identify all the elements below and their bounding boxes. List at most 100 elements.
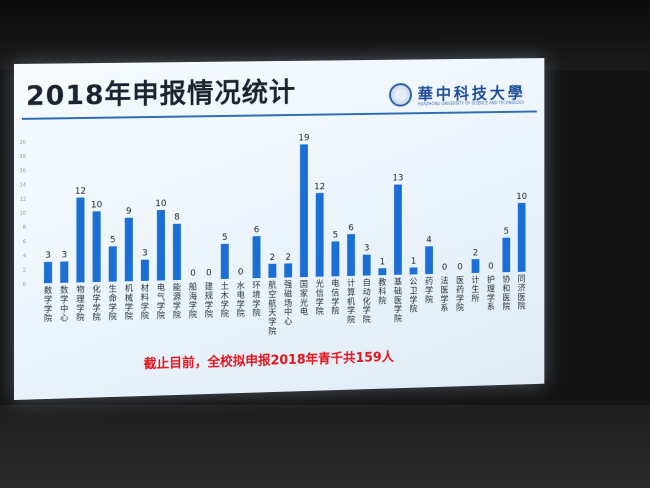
y-tick-label: 20 bbox=[20, 140, 26, 146]
data-label: 19 bbox=[298, 134, 309, 144]
x-tick-label: 同济医院 bbox=[518, 274, 526, 311]
x-tick-label: 水电学院 bbox=[237, 280, 246, 318]
bar bbox=[331, 241, 340, 277]
data-label: 5 bbox=[504, 227, 509, 237]
x-tick-label: 国家光电 bbox=[300, 279, 309, 317]
x-tick-label: 强磁场中心 bbox=[284, 279, 293, 326]
bar bbox=[471, 259, 480, 274]
x-tick-label: 化学学院 bbox=[92, 284, 101, 322]
x-tick-label: 协和医院 bbox=[502, 274, 510, 311]
x-tick-label: 药学院 bbox=[425, 276, 434, 304]
data-label: 10 bbox=[516, 192, 527, 202]
x-tick-label: 船海学院 bbox=[189, 282, 198, 320]
x-tick-label: 公卫学院 bbox=[410, 276, 419, 314]
bar bbox=[60, 262, 69, 284]
x-tick-label: 教科院 bbox=[378, 277, 387, 305]
data-label: 0 bbox=[457, 263, 463, 273]
y-tick-label: 14 bbox=[20, 182, 26, 188]
x-tick-label: 计生所 bbox=[472, 275, 481, 303]
x-tick-label: 环境学院 bbox=[252, 280, 261, 318]
bar bbox=[284, 263, 293, 278]
x-tick-label: 医药学院 bbox=[456, 275, 465, 312]
data-label: 8 bbox=[174, 213, 180, 223]
slide-title: 2018年申报情况统计 bbox=[25, 77, 297, 112]
data-label: 12 bbox=[75, 186, 86, 196]
data-label: 3 bbox=[364, 244, 369, 254]
data-label: 3 bbox=[45, 251, 51, 261]
data-label: 9 bbox=[126, 207, 132, 217]
data-label: 0 bbox=[206, 268, 212, 278]
bar bbox=[108, 246, 117, 282]
x-tick-label: 能源学院 bbox=[173, 282, 182, 320]
university-logo: 華中科技大學 HUAZHONG UNIVERSITY OF SCIENCE AN… bbox=[389, 80, 533, 111]
x-tick-label: 计算机学院 bbox=[347, 278, 356, 325]
x-tick-label: 法医学系 bbox=[441, 276, 449, 313]
x-tick-label: 电信学院 bbox=[331, 278, 340, 316]
data-label: 2 bbox=[270, 253, 276, 263]
x-tick-label: 数学中心 bbox=[60, 285, 69, 323]
bar bbox=[268, 263, 277, 278]
bar bbox=[220, 243, 229, 280]
data-label: 2 bbox=[285, 253, 291, 263]
bar bbox=[517, 202, 526, 272]
data-label: 5 bbox=[222, 233, 228, 243]
data-label: 1 bbox=[380, 257, 385, 267]
x-tick-label: 光信学院 bbox=[316, 279, 325, 317]
data-label: 5 bbox=[110, 235, 116, 245]
data-label: 0 bbox=[190, 269, 196, 279]
data-label: 13 bbox=[392, 174, 403, 184]
bar bbox=[140, 259, 149, 281]
bar bbox=[252, 236, 261, 279]
bar bbox=[362, 254, 371, 276]
bar bbox=[172, 223, 181, 281]
bar bbox=[92, 211, 101, 283]
x-tick-label: 生命学院 bbox=[109, 283, 118, 321]
bar bbox=[409, 267, 418, 275]
x-tick-label: 航空航天学院 bbox=[268, 280, 277, 336]
university-english-name: HUAZHONG UNIVERSITY OF SCIENCE AND TECHN… bbox=[417, 100, 525, 107]
bar bbox=[394, 184, 402, 275]
data-label: 0 bbox=[488, 262, 494, 272]
bar bbox=[347, 234, 355, 277]
x-tick-label: 电气学院 bbox=[157, 282, 166, 320]
x-tick-label: 基础医学院 bbox=[394, 277, 403, 324]
data-label: 10 bbox=[155, 199, 167, 209]
room-floor bbox=[0, 405, 650, 488]
y-tick-label: 10 bbox=[20, 211, 26, 217]
data-label: 12 bbox=[314, 182, 325, 192]
y-tick-label: 2 bbox=[23, 268, 26, 274]
data-label: 2 bbox=[473, 248, 478, 258]
x-tick-label: 建规学院 bbox=[205, 281, 214, 319]
bar bbox=[299, 144, 308, 278]
y-tick-label: 8 bbox=[23, 225, 26, 231]
y-tick-label: 6 bbox=[23, 239, 26, 245]
bar bbox=[425, 246, 433, 275]
bar-chart: 024681012141618203数学学院3数学中心12物理学院10化学学院5… bbox=[20, 134, 528, 337]
bar bbox=[378, 268, 387, 276]
x-tick-label: 土木学院 bbox=[221, 281, 230, 319]
data-label: 4 bbox=[426, 236, 432, 246]
bar bbox=[502, 237, 511, 273]
bar bbox=[76, 197, 85, 283]
x-tick-label: 自动化学院 bbox=[363, 277, 372, 324]
data-label: 10 bbox=[91, 200, 103, 210]
x-tick-label: 物理学院 bbox=[76, 284, 85, 322]
university-seal-icon bbox=[389, 82, 412, 107]
x-tick-label: 机械学院 bbox=[125, 283, 134, 321]
y-tick-label: 12 bbox=[20, 197, 26, 203]
y-tick-label: 4 bbox=[23, 253, 26, 259]
data-label: 3 bbox=[61, 251, 67, 261]
data-label: 0 bbox=[238, 268, 244, 278]
x-tick-label: 护理学系 bbox=[487, 274, 496, 311]
y-tick-label: 0 bbox=[23, 282, 26, 288]
data-label: 6 bbox=[348, 223, 354, 233]
x-tick-label: 数学学院 bbox=[44, 285, 53, 323]
projected-slide: 2018年申报情况统计 華中科技大學 HUAZHONG UNIVERSITY O… bbox=[14, 58, 545, 401]
y-tick-label: 18 bbox=[20, 154, 26, 160]
data-label: 1 bbox=[411, 257, 416, 267]
bar bbox=[156, 210, 165, 281]
y-tick-label: 16 bbox=[20, 168, 26, 174]
x-tick-label: 材料学院 bbox=[141, 283, 150, 321]
bar bbox=[315, 192, 324, 277]
